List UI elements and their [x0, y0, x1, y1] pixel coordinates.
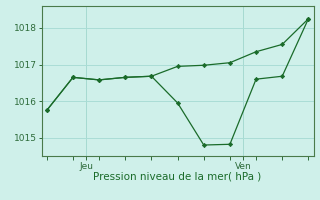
X-axis label: Pression niveau de la mer( hPa ): Pression niveau de la mer( hPa ) — [93, 172, 262, 182]
